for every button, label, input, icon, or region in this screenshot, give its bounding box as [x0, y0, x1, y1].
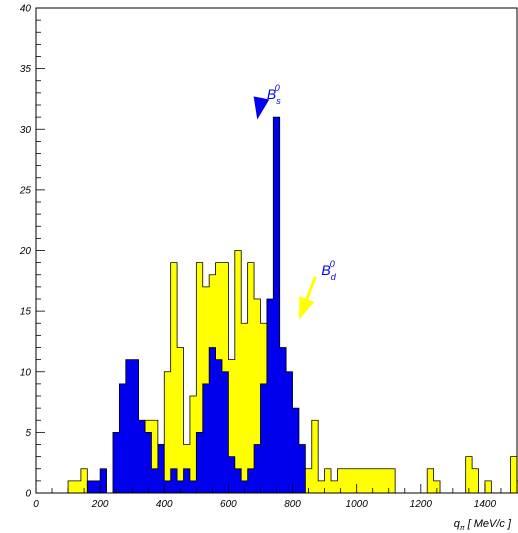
arrow-shaft-bd0 — [305, 276, 317, 300]
y-tick-label: 25 — [19, 185, 32, 196]
x-tick-label: 1000 — [346, 499, 369, 510]
axis-ticks — [35, 7, 518, 494]
x-axis-title-sub: π — [460, 525, 465, 532]
x-tick-label: 200 — [91, 499, 109, 510]
y-tick-label: 20 — [19, 246, 32, 257]
histogram-series-layer — [67, 116, 518, 494]
x-tick-label: 400 — [156, 499, 173, 510]
y-tick-label: 35 — [20, 64, 32, 75]
y-tick-label: 30 — [20, 125, 32, 136]
x-tick-label: 800 — [284, 499, 301, 510]
y-tick-label: 15 — [20, 307, 32, 318]
x-tick-label: 1400 — [474, 499, 497, 510]
x-tick-label: 0 — [33, 499, 39, 510]
x-tick-label: 1200 — [410, 499, 433, 510]
y-tick-label: 10 — [20, 367, 32, 378]
arrow-head-bs0 — [253, 96, 270, 120]
annotation-layer: Bs0 Bd0 — [253, 83, 337, 320]
x-axis-title-rest: [ MeV/c ] — [465, 518, 512, 530]
y-tick-label: 0 — [25, 489, 31, 500]
y-tick-label: 5 — [25, 428, 31, 439]
x-axis-title-main: q — [454, 518, 461, 530]
arrow-head-bd0 — [298, 296, 315, 320]
annotation-label-bs0: Bs0 — [267, 83, 281, 106]
x-tick-label: 600 — [220, 499, 237, 510]
histogram-series-bs0 — [68, 116, 312, 494]
annotation-label-bd0: Bd0 — [321, 259, 336, 282]
y-tick-label: 40 — [20, 4, 32, 15]
x-axis-title: qπ [ MeV/c ] — [454, 518, 512, 532]
